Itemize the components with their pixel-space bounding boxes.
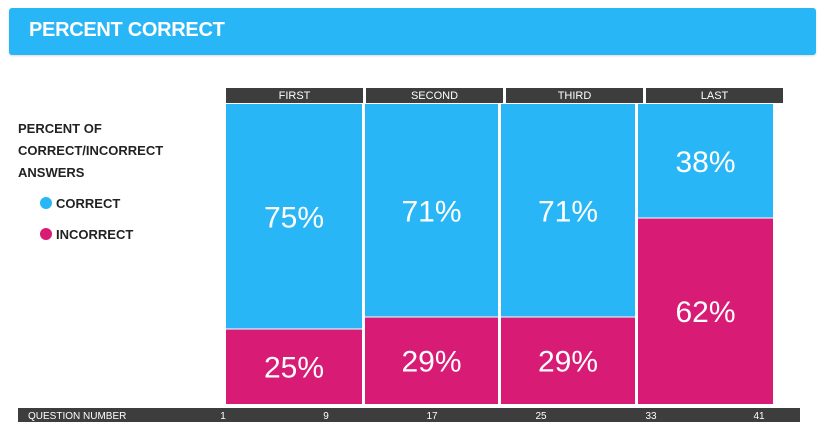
data-label-incorrect-first: 25% [264, 352, 324, 385]
bar-incorrect-first [226, 329, 362, 404]
x-tick-label-17: 17 [426, 411, 438, 422]
column-header-second [366, 88, 503, 103]
bar-incorrect-third [501, 317, 635, 404]
column-header-first [226, 88, 363, 103]
bar-correct-second [365, 104, 498, 317]
bar-correct-last [638, 104, 773, 218]
column-header-last [646, 88, 783, 103]
data-label-correct-last: 38% [675, 146, 735, 179]
bar-incorrect-last [638, 218, 773, 404]
data-label-correct-first: 75% [264, 202, 324, 235]
data-label-correct-second: 71% [401, 196, 461, 229]
bar-correct-first [226, 104, 362, 329]
x-axis-label: QUESTION NUMBER [28, 411, 126, 422]
x-tick-label-33: 33 [645, 411, 657, 422]
x-tick-label-1: 1 [220, 411, 226, 422]
legend-dot-incorrect [40, 228, 52, 240]
data-label-incorrect-last: 62% [675, 296, 735, 329]
bar-incorrect-second [365, 317, 498, 404]
legend-label-incorrect: INCORRECT [56, 227, 134, 242]
legend-item-incorrect: INCORRECT [40, 227, 133, 243]
bar-correct-third [501, 104, 635, 317]
legend-title: PERCENT OF CORRECT/INCORRECT ANSWERS [18, 121, 164, 180]
column-header-label-third: THIRD [558, 90, 592, 102]
x-tick-label-41: 41 [753, 411, 765, 422]
data-label-incorrect-third: 29% [538, 346, 598, 379]
column-header-label-second: SECOND [411, 90, 458, 102]
data-label-correct-third: 71% [538, 196, 598, 229]
page-header: PERCENT CORRECT [9, 8, 816, 55]
column-header-label-first: FIRST [279, 90, 311, 102]
data-label-incorrect-second: 29% [401, 346, 461, 379]
x-axis-bar [18, 408, 800, 422]
legend-item-correct: CORRECT [40, 196, 120, 212]
legend-label-correct: CORRECT [56, 196, 121, 211]
legend-dot-correct [40, 197, 52, 209]
page-title: PERCENT CORRECT [29, 19, 225, 41]
x-tick-label-9: 9 [323, 411, 329, 422]
column-header-third [506, 88, 643, 103]
column-header-label-last: LAST [701, 90, 729, 102]
x-tick-label-25: 25 [535, 411, 547, 422]
